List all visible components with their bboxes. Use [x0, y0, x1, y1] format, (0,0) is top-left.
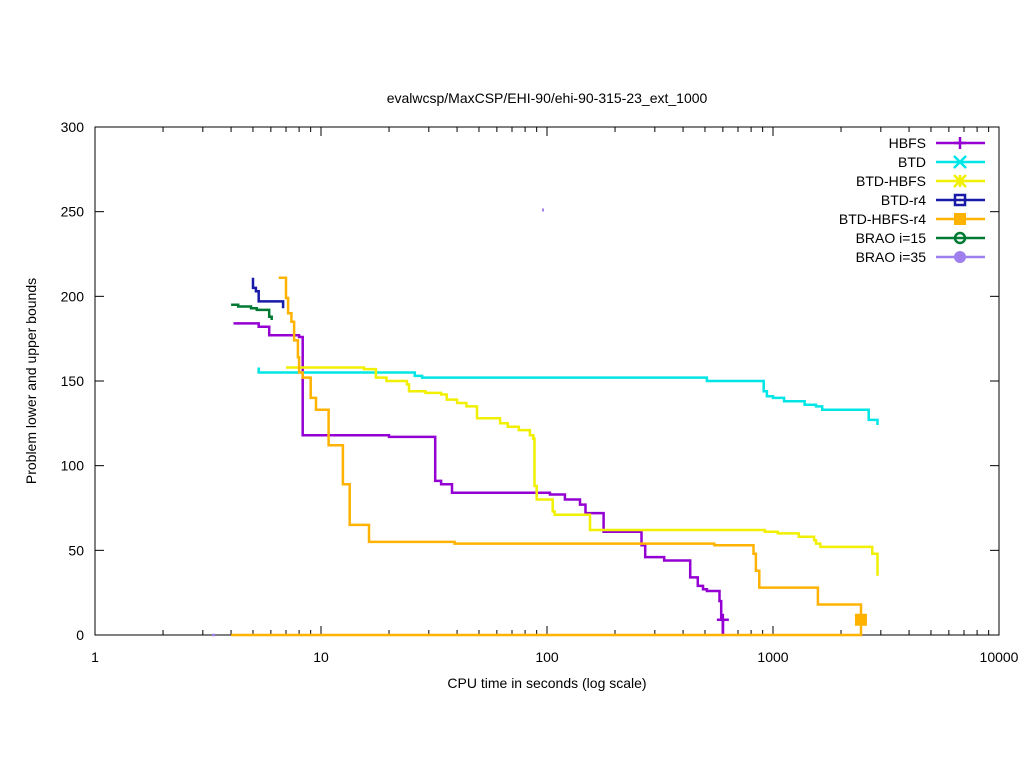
series-btd-hbfs	[286, 366, 879, 576]
legend-marker	[953, 155, 967, 169]
upper-bound-line	[286, 366, 879, 576]
legend-item: BTD-HBFS	[856, 173, 985, 189]
plot-border	[94, 126, 1000, 636]
legend-label: BRAO i=15	[856, 230, 927, 246]
plot-frame	[94, 126, 1000, 636]
legend-label: BTD-HBFS	[856, 173, 926, 189]
y-axis: 0 50 100 150 200 250 300	[61, 119, 999, 643]
legend-label: BRAO i=35	[856, 249, 927, 265]
x-tick-label: 10000	[980, 649, 1019, 665]
y-tick-label: 250	[61, 204, 85, 220]
x-tick-label: 10	[313, 649, 329, 665]
legend-item: BTD-r4	[881, 192, 985, 208]
chart-title: evalwcsp/MaxCSP/EHI-90/ehi-90-315-23_ext…	[387, 90, 708, 106]
y-tick-label: 300	[61, 119, 85, 135]
legend-label: BTD-r4	[881, 192, 926, 208]
legend-marker	[953, 174, 967, 188]
legend-item: BRAO i=15	[856, 230, 985, 246]
legend-item: BRAO i=35	[856, 249, 985, 265]
legend-marker	[954, 137, 966, 149]
y-tick-label: 50	[68, 542, 84, 558]
series-brao-i-15	[231, 303, 273, 320]
legend-label: BTD-HBFS-r4	[839, 211, 926, 227]
x-tick-label: 100	[535, 649, 559, 665]
upper-bound-line	[231, 303, 273, 320]
series-btd-r4	[251, 277, 285, 309]
series-brao-i-35	[212, 208, 544, 637]
x-tick-label: 1000	[757, 649, 788, 665]
legend-item: BTD-HBFS-r4	[839, 211, 985, 227]
upper-bound-line	[251, 277, 285, 309]
y-tick-label: 150	[61, 373, 85, 389]
legend-marker	[953, 193, 967, 207]
series-btd	[257, 367, 879, 425]
y-tick-label: 0	[76, 627, 84, 643]
series-btd-hbfs-r4	[231, 276, 867, 637]
series-marker	[716, 613, 729, 626]
legend-label: HBFS	[889, 135, 926, 151]
series-layer	[212, 208, 879, 637]
lower-bound-line	[231, 619, 863, 637]
series-point	[541, 208, 544, 212]
y-axis-label: Problem lower and upper bounds	[23, 278, 39, 484]
legend-item: HBFS	[889, 135, 985, 151]
x-axis: 1 10 100 1000 10000	[91, 127, 1019, 665]
series-marker	[854, 613, 867, 626]
legend-label: BTD	[898, 154, 926, 170]
x-tick-label: 1	[91, 649, 99, 665]
series-hbfs	[233, 322, 729, 635]
y-tick-label: 200	[61, 288, 85, 304]
legend-item: BTD	[898, 154, 985, 170]
legend-marker	[954, 213, 966, 225]
y-tick-label: 100	[61, 458, 85, 474]
upper-bound-line	[233, 322, 725, 635]
upper-bound-line	[257, 367, 879, 425]
upper-bound-line	[278, 276, 863, 620]
x-axis-label: CPU time in seconds (log scale)	[447, 675, 646, 691]
legend: HBFS BTD BTD-HBFS BTD-r4 BTD-HBFS-r4 BRAO i=1…	[839, 135, 985, 265]
legend-marker	[954, 251, 966, 263]
legend-marker	[953, 231, 967, 245]
